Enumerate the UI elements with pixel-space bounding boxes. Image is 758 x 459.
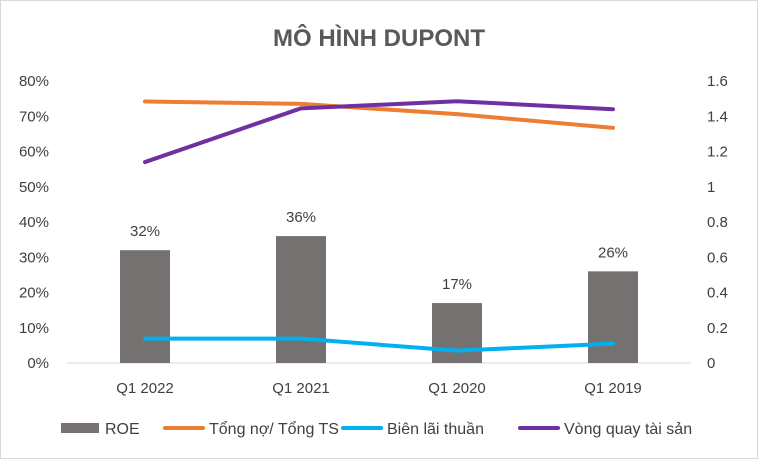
left-axis-tick-label: 70% (19, 108, 49, 125)
legend: ROE Tổng nợ/ Tổng TS Biên lãi thuần Vòng qu… (61, 420, 692, 438)
left-axis-tick-label: 40% (19, 214, 49, 231)
roe-data-label: 26% (598, 244, 628, 261)
legend-label: Biên lãi thuần (387, 421, 484, 438)
series-lines (143, 99, 615, 353)
right-axis: 0 0.2 0.4 0.6 0.8 1 1.2 1.4 1.6 (707, 73, 728, 372)
left-axis-tick-label: 30% (19, 249, 49, 266)
roe-bar (432, 303, 482, 363)
left-axis-tick-label: 10% (19, 320, 49, 337)
x-axis-tick-label: Q1 2019 (584, 380, 642, 397)
right-axis-tick-label: 0 (707, 355, 715, 372)
roe-data-label: 32% (130, 223, 160, 240)
x-axis-tick-label: Q1 2022 (116, 380, 174, 397)
legend-label: Vòng quay tài sản (564, 421, 692, 438)
left-axis-tick-label: 80% (19, 73, 49, 90)
right-axis-tick-label: 0.4 (707, 285, 728, 302)
series-line (143, 99, 615, 130)
chart-title: MÔ HÌNH DUPONT (273, 24, 485, 52)
roe-bar (588, 271, 638, 363)
series-line (143, 336, 615, 353)
right-axis-tick-label: 1.4 (707, 108, 728, 125)
roe-data-label: 36% (286, 209, 316, 226)
right-axis-tick-label: 0.2 (707, 320, 728, 337)
legend-swatch (61, 423, 99, 433)
roe-data-label: 17% (442, 276, 472, 293)
x-axis: Q1 2022 Q1 2021 Q1 2020 Q1 2019 (67, 362, 691, 397)
right-axis-tick-label: 1.6 (707, 73, 728, 90)
legend-label: Tổng nợ/ Tổng TS (209, 420, 339, 438)
left-axis-tick-label: 0% (27, 355, 49, 372)
left-axis-tick-label: 60% (19, 144, 49, 161)
series-line (143, 99, 615, 165)
legend-label: ROE (105, 421, 140, 438)
x-axis-tick-label: Q1 2020 (428, 380, 486, 397)
right-axis-tick-label: 0.6 (707, 249, 728, 266)
left-axis: 0% 10% 20% 30% 40% 50% 60% 70% 80% (19, 73, 49, 372)
right-axis-tick-label: 1 (707, 179, 715, 196)
left-axis-tick-label: 50% (19, 179, 49, 196)
roe-bar (120, 250, 170, 363)
roe-bars: 32% 36% 17% 26% (120, 209, 638, 363)
right-axis-tick-label: 1.2 (707, 144, 728, 161)
roe-bar (276, 236, 326, 363)
right-axis-tick-label: 0.8 (707, 214, 728, 231)
left-axis-tick-label: 20% (19, 285, 49, 302)
x-axis-tick-label: Q1 2021 (272, 380, 330, 397)
